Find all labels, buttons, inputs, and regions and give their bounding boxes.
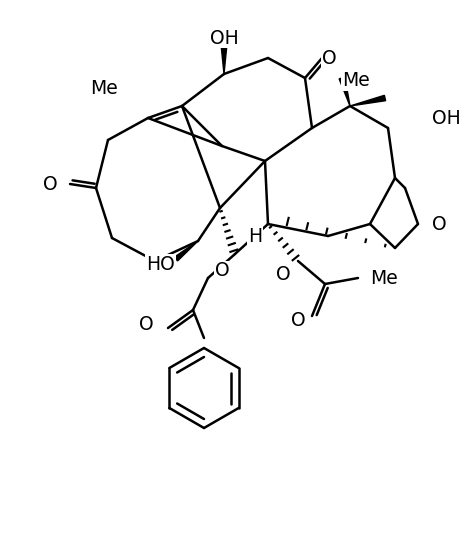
Text: OH: OH	[210, 28, 238, 48]
Polygon shape	[175, 241, 198, 261]
Text: H: H	[248, 227, 262, 245]
Polygon shape	[221, 44, 227, 74]
Text: O: O	[432, 214, 446, 234]
Polygon shape	[339, 77, 350, 106]
Text: O: O	[291, 311, 305, 331]
Text: Me: Me	[370, 269, 398, 287]
Text: O: O	[322, 48, 336, 68]
Text: OH: OH	[432, 108, 461, 128]
Text: O: O	[215, 262, 229, 280]
Text: O: O	[276, 264, 290, 284]
Polygon shape	[350, 95, 386, 106]
Text: O: O	[139, 315, 154, 333]
Text: Me: Me	[342, 71, 370, 91]
Text: Me: Me	[90, 78, 118, 98]
Text: HO: HO	[146, 255, 175, 273]
Text: O: O	[44, 175, 58, 193]
